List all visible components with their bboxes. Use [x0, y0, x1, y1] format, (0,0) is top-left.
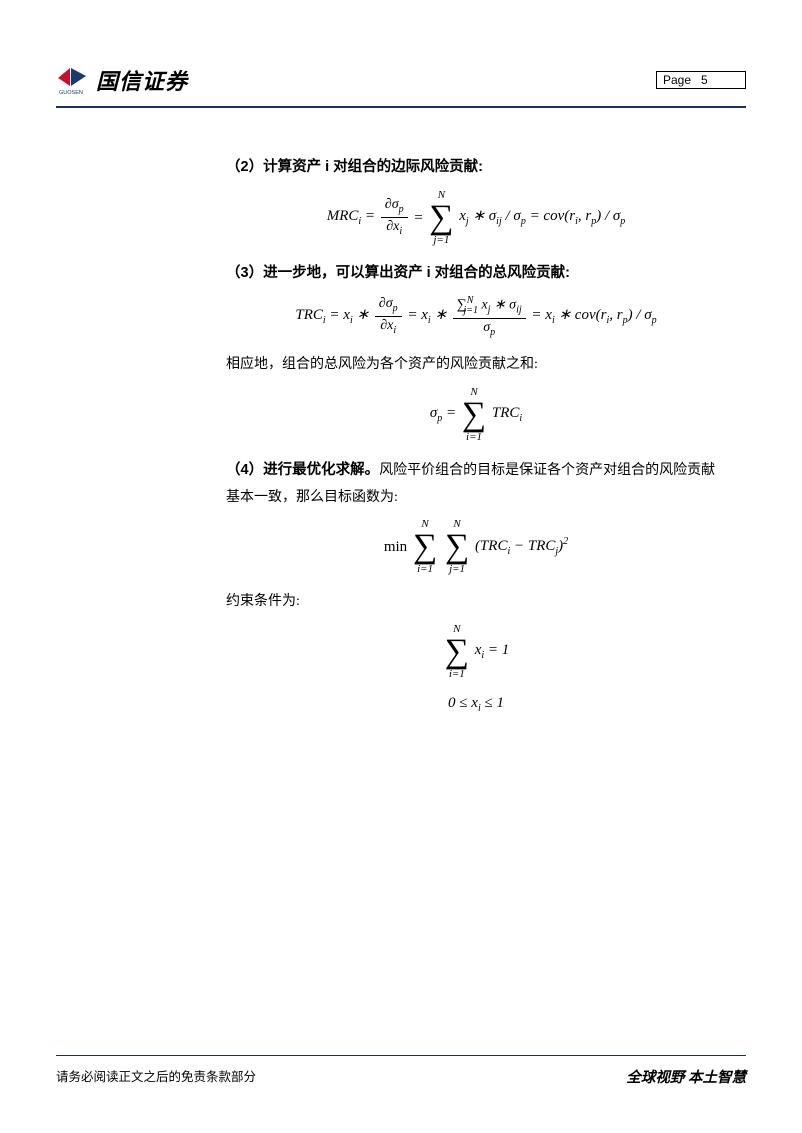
footer-disclaimer: 请务必阅读正文之后的免责条款部分 — [56, 1066, 256, 1087]
logo-icon: GUOSEN — [56, 64, 90, 96]
logo: GUOSEN 国信证券 — [56, 64, 188, 96]
footer-rule — [56, 1055, 746, 1056]
constraint-label: 约束条件为: — [226, 589, 726, 616]
footer-row: 请务必阅读正文之后的免责条款部分 全球视野 本土智慧 — [56, 1066, 746, 1087]
section-4-title: （4）进行最优化求解。风险平价组合的目标是保证各个资产对组合的风险贡献基本一致，… — [226, 457, 726, 511]
equation-mrc: MRCi = ∂σp∂xi = N∑j=1 xj ∗ σij / σp = co… — [226, 190, 726, 246]
equation-objective: min N∑i=1 N∑j=1 (TRCi − TRCj)2 — [226, 519, 726, 575]
para-sum-intro: 相应地，组合的总风险为各个资产的风险贡献之和: — [226, 352, 726, 379]
equation-constraint-sum: N∑i=1 xi = 1 — [226, 624, 726, 680]
company-name: 国信证券 — [96, 64, 188, 96]
equation-constraint-bound: 0 ≤ xi ≤ 1 — [226, 694, 726, 715]
page: GUOSEN 国信证券 Page 5 （2）计算资产 i 对组合的边际风险贡献:… — [0, 0, 802, 1133]
header: GUOSEN 国信证券 Page 5 — [56, 60, 746, 100]
section-2-title: （2）计算资产 i 对组合的边际风险贡献: — [226, 154, 726, 182]
content: （2）计算资产 i 对组合的边际风险贡献: MRCi = ∂σp∂xi = N∑… — [56, 108, 746, 715]
equation-sigma-sum: σp = N∑i=1 TRCi — [226, 387, 726, 443]
section-3-title: （3）进一步地，可以算出资产 i 对组合的总风险贡献: — [226, 260, 726, 288]
logo-subtext: GUOSEN — [59, 90, 83, 96]
footer-slogan: 全球视野 本土智慧 — [626, 1066, 746, 1087]
section-4-bold: （4）进行最优化求解。 — [226, 462, 379, 478]
equation-trc: TRCi = xi ∗ ∂σp∂xi = xi ∗ ∑Nj=1 xj ∗ σij… — [226, 295, 726, 338]
page-number: 5 — [701, 73, 708, 87]
footer: 请务必阅读正文之后的免责条款部分 全球视野 本土智慧 — [56, 1055, 746, 1087]
page-number-box: Page 5 — [656, 71, 746, 89]
page-word: Page — [663, 73, 691, 87]
